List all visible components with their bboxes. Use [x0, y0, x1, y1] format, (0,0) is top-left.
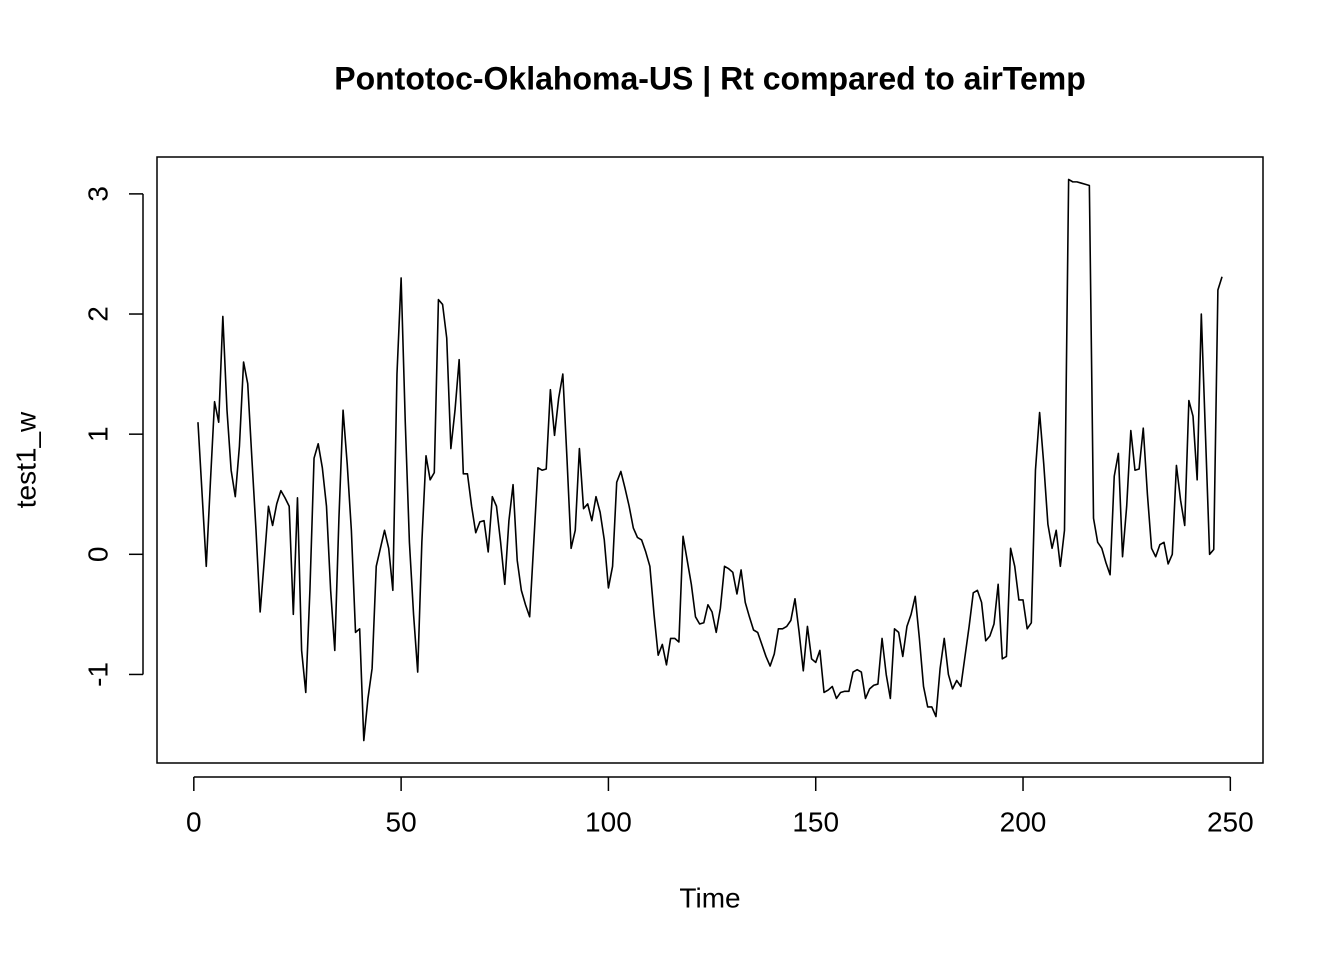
plot-frame [156, 156, 1264, 764]
data-line [197, 178, 1223, 742]
y-tick-label: 3 [82, 186, 113, 202]
y-tick-label: 2 [82, 306, 113, 322]
x-axis-label: Time [679, 882, 740, 913]
x-tick-label: 150 [792, 806, 839, 837]
x-tick-label: 250 [1207, 806, 1254, 837]
x-tick-label: 200 [1000, 806, 1047, 837]
chart-title: Pontotoc-Oklahoma-US | Rt compared to ai… [334, 60, 1086, 96]
x-tick-label: 100 [585, 806, 632, 837]
y-axis-label: test1_w [10, 411, 41, 508]
x-tick-label: 50 [386, 806, 417, 837]
x-tick-label: 0 [186, 806, 202, 837]
y-tick-label: 0 [82, 547, 113, 563]
y-tick-label: -1 [82, 662, 113, 687]
y-tick-label: 1 [82, 426, 113, 442]
